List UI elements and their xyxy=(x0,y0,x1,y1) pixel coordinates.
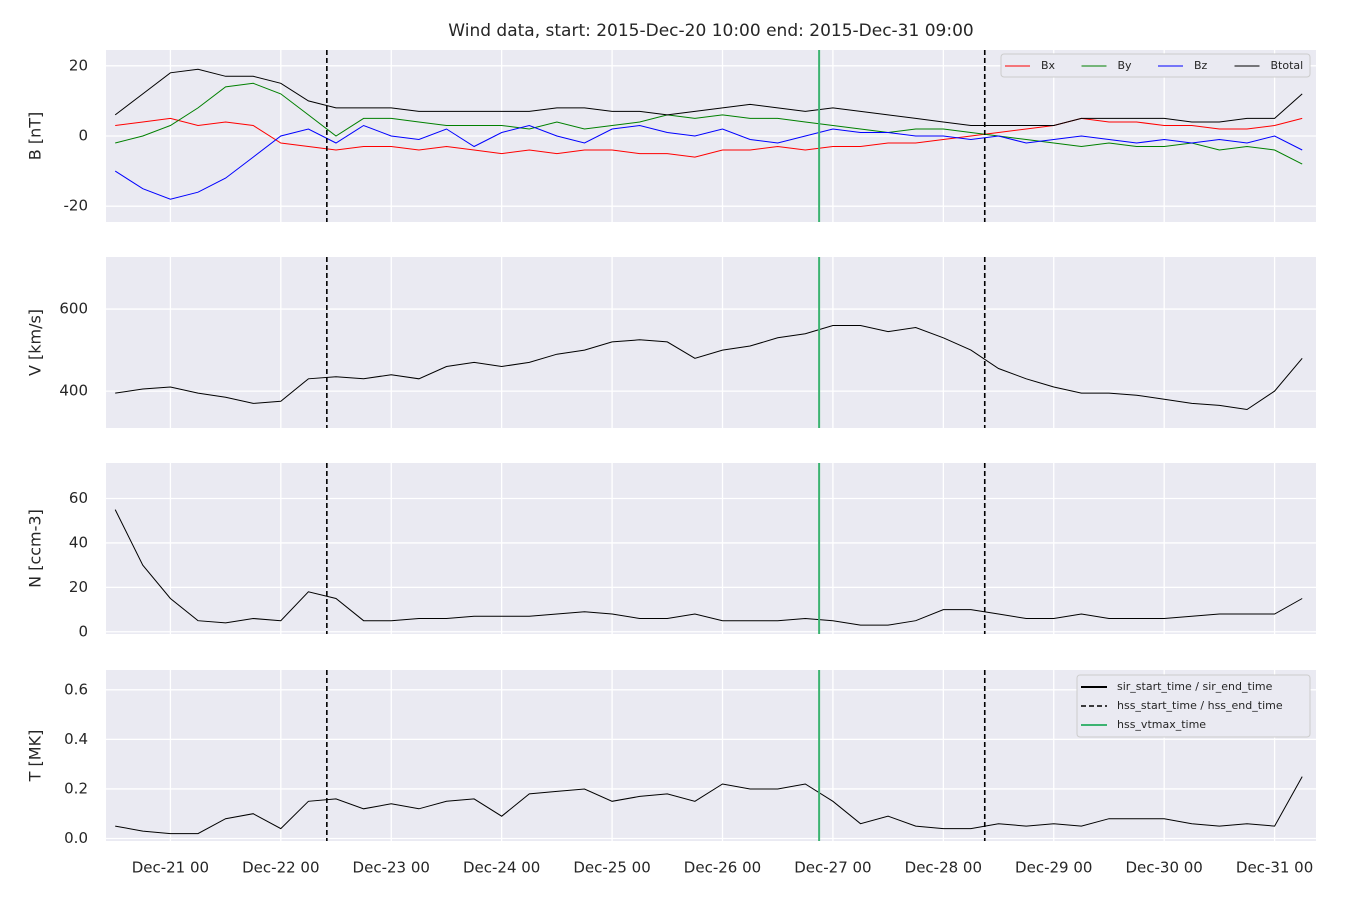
plot-area xyxy=(115,776,1303,835)
y-axis-label: V [km/s] xyxy=(26,309,45,376)
data-line xyxy=(115,82,1303,165)
plot-area xyxy=(114,509,1303,626)
x-tick-label: Dec-21 00 xyxy=(132,859,209,877)
y-tick-label: 60 xyxy=(69,489,88,507)
y-tick-label: 0 xyxy=(78,127,88,145)
legend-box xyxy=(1076,674,1311,738)
plot-background xyxy=(106,463,1316,634)
data-line xyxy=(115,117,1303,158)
legend-label: sir_start_time / sir_end_time xyxy=(1117,680,1273,693)
data-line xyxy=(114,124,1303,200)
x-tick-label: Dec-30 00 xyxy=(1125,859,1202,877)
chart-title: Wind data, start: 2015-Dec-20 10:00 end:… xyxy=(448,21,973,41)
y-tick-label: 0.6 xyxy=(64,680,88,698)
y-tick-label: 20 xyxy=(69,56,88,74)
x-tick-label: Dec-24 00 xyxy=(463,859,540,877)
y-axis-label: T [MK] xyxy=(26,730,45,783)
y-axis-label: N [ccm-3] xyxy=(26,509,45,588)
legend-label: Btotal xyxy=(1271,59,1304,72)
x-tick-label: Dec-25 00 xyxy=(573,859,650,877)
legend-label: Bx xyxy=(1041,59,1056,72)
legend-label: hss_start_time / hss_end_time xyxy=(1117,699,1283,712)
data-line xyxy=(115,325,1303,411)
x-tick-label: Dec-28 00 xyxy=(905,859,982,877)
x-tick-label: Dec-23 00 xyxy=(353,859,430,877)
data-line xyxy=(114,68,1303,126)
y-tick-label: 40 xyxy=(69,533,88,551)
legend-label: hss_vtmax_time xyxy=(1117,718,1206,731)
plot-area xyxy=(114,68,1303,200)
data-line xyxy=(114,509,1303,626)
plot-area xyxy=(115,325,1303,411)
y-tick-label: 600 xyxy=(59,300,88,318)
y-tick-label: 0 xyxy=(78,622,88,640)
x-tick-label: Dec-22 00 xyxy=(242,859,319,877)
plot-background xyxy=(106,257,1316,428)
y-tick-label: -20 xyxy=(64,197,89,215)
y-tick-label: 20 xyxy=(69,578,88,596)
x-tick-label: Dec-29 00 xyxy=(1015,859,1092,877)
y-axis-label: B [nT] xyxy=(26,112,45,160)
x-tick-label: Dec-31 00 xyxy=(1236,859,1313,877)
y-tick-label: 0.0 xyxy=(64,829,88,847)
legend-box xyxy=(1000,53,1311,78)
y-tick-label: 0.2 xyxy=(64,779,88,797)
y-tick-label: 0.4 xyxy=(64,730,88,748)
data-line xyxy=(115,776,1303,835)
legend-label: By xyxy=(1118,59,1133,72)
x-tick-label: Dec-26 00 xyxy=(684,859,761,877)
x-tick-label: Dec-27 00 xyxy=(794,859,871,877)
y-tick-label: 400 xyxy=(59,382,88,400)
legend-label: Bz xyxy=(1194,59,1208,72)
